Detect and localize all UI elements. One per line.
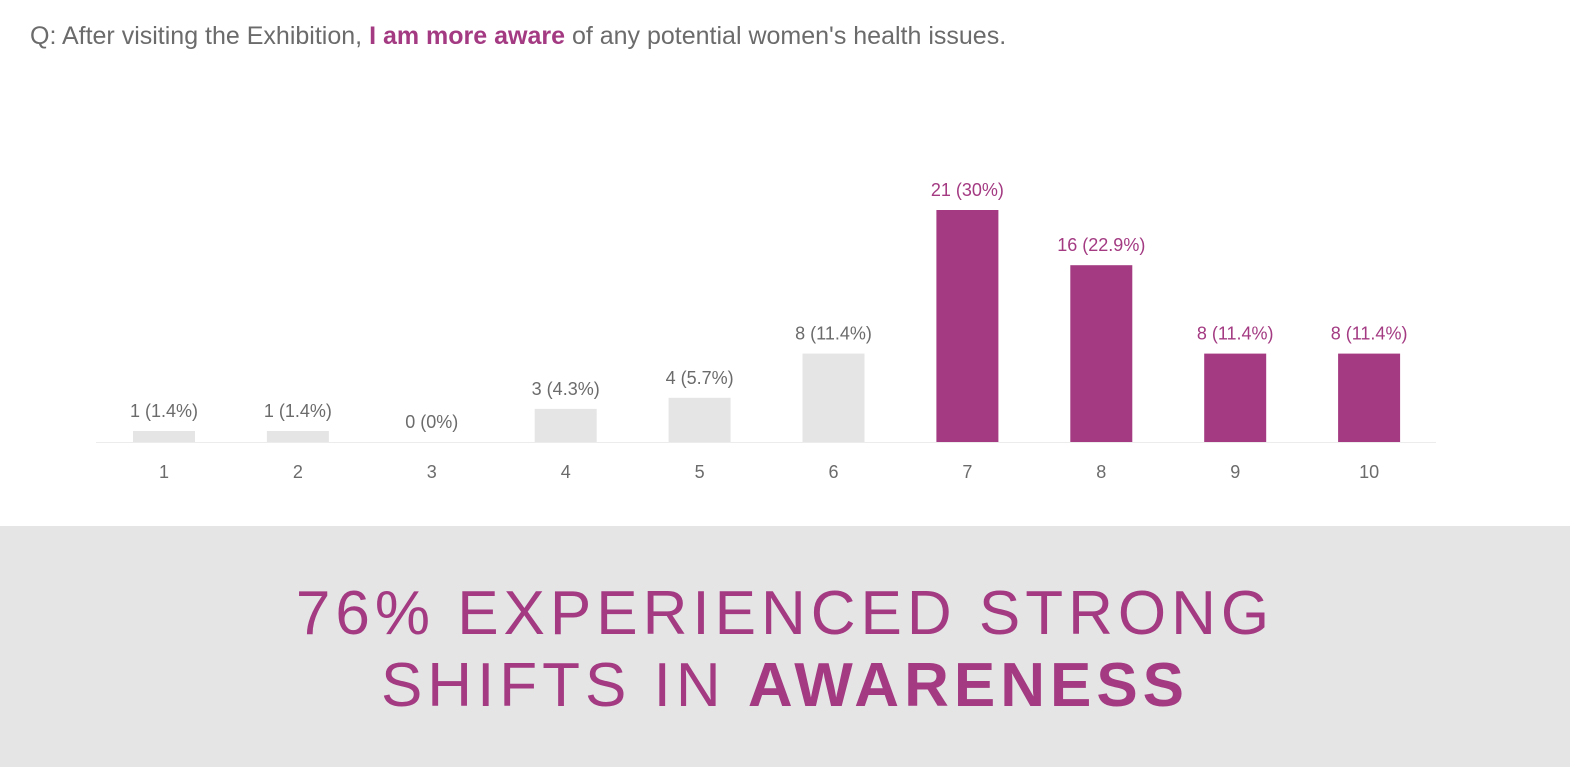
x-tick-label-8: 8 <box>1096 462 1106 482</box>
summary-headline: 76% EXPERIENCED STRONG SHIFTS IN AWARENE… <box>0 578 1570 722</box>
data-label-10: 8 (11.4%) <box>1331 324 1408 344</box>
headline-line-2-prefix: SHIFTS IN <box>380 651 748 720</box>
bar-10 <box>1338 353 1401 442</box>
data-label-1: 1 (1.4%) <box>130 401 198 421</box>
bar-9 <box>1204 353 1267 442</box>
headline-line-1: 76% EXPERIENCED STRONG <box>295 579 1275 648</box>
bar-8 <box>1070 265 1133 442</box>
x-tick-label-2: 2 <box>293 462 303 482</box>
x-tick-label-10: 10 <box>1359 462 1379 482</box>
bar-7 <box>936 210 999 442</box>
data-label-9: 8 (11.4%) <box>1197 324 1274 344</box>
bar-chart: 1 (1.4%) 1 1 (1.4%) 2 0 (0%) 3 3 (4.3%) 4 4 (5.7… <box>96 180 1436 482</box>
question-text: Q: After visiting the Exhibition, I am m… <box>30 22 1006 51</box>
bar-2 <box>266 431 329 442</box>
summary-banner: 76% EXPERIENCED STRONG SHIFTS IN AWARENE… <box>0 526 1570 767</box>
data-label-3: 0 (0%) <box>405 412 458 432</box>
data-label-7: 21 (30%) <box>931 180 1004 200</box>
x-tick-label-6: 6 <box>828 462 838 482</box>
x-tick-label-7: 7 <box>962 462 972 482</box>
question-highlight: I am more aware <box>369 22 565 50</box>
data-label-2: 1 (1.4%) <box>264 401 332 421</box>
data-label-6: 8 (11.4%) <box>795 324 872 344</box>
x-tick-label-5: 5 <box>695 462 705 482</box>
data-label-8: 16 (22.9%) <box>1057 235 1145 255</box>
x-tick-label-3: 3 <box>427 462 437 482</box>
x-tick-label-4: 4 <box>561 462 571 482</box>
question-prefix: Q: After visiting the Exhibition, <box>30 22 370 50</box>
x-tick-label-9: 9 <box>1230 462 1240 482</box>
bar-6 <box>802 353 865 442</box>
data-label-4: 3 (4.3%) <box>532 379 600 399</box>
data-label-5: 4 (5.7%) <box>666 368 734 388</box>
x-tick-label-1: 1 <box>159 462 169 482</box>
question-suffix: of any potential women's health issues. <box>565 22 1007 50</box>
bar-1 <box>133 431 195 442</box>
headline-emphasis: AWARENESS <box>747 651 1190 720</box>
bar-4 <box>534 408 597 442</box>
bar-5 <box>668 397 731 442</box>
